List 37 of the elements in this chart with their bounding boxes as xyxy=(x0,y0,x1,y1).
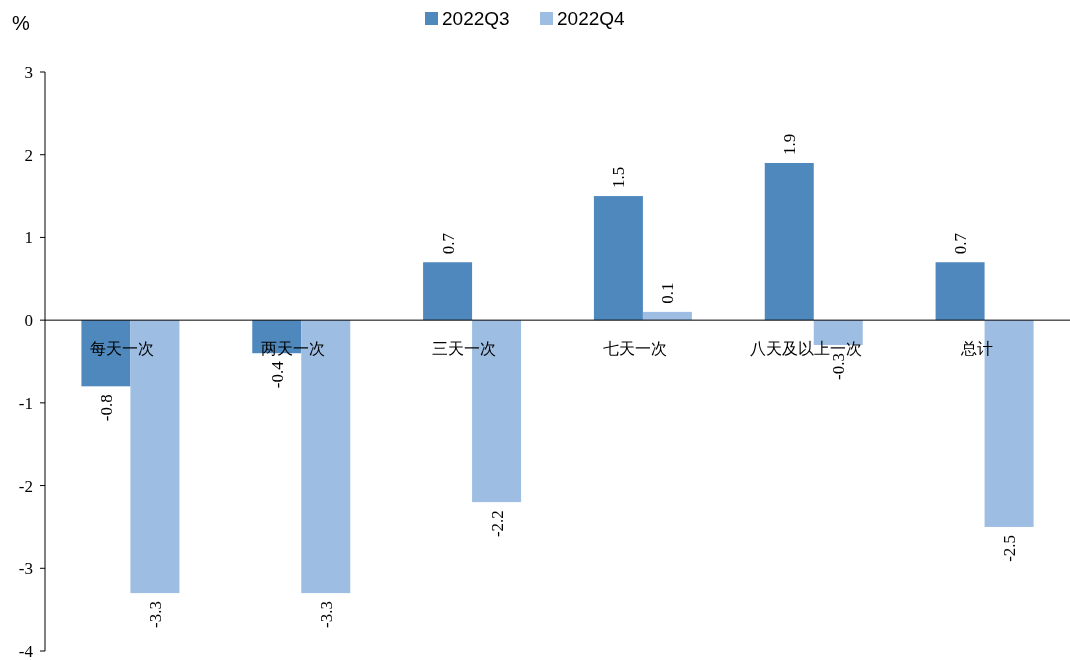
bar xyxy=(593,196,643,321)
y-tick-label: -3 xyxy=(18,559,33,579)
legend-item: 2022Q4 xyxy=(540,8,625,29)
data-label: -2.2 xyxy=(487,510,507,538)
y-tick-label: 0 xyxy=(24,311,33,331)
y-tick-label: 1 xyxy=(24,228,33,248)
bar xyxy=(130,320,180,594)
legend-label: 2022Q3 xyxy=(442,8,510,29)
data-label: 0.1 xyxy=(658,282,678,304)
bar xyxy=(423,262,473,321)
x-tick-label: 七天一次 xyxy=(602,340,667,358)
x-tick-label: 每天一次 xyxy=(90,340,155,358)
legend-label: 2022Q4 xyxy=(557,8,626,29)
data-label: 0.7 xyxy=(438,232,458,255)
y-tick-label: 2 xyxy=(24,145,33,165)
x-tick-label: 三天一次 xyxy=(432,340,497,358)
y-tick-label: 3 xyxy=(24,63,33,82)
data-label: 1.5 xyxy=(609,166,629,189)
y-tick-label: -4 xyxy=(18,642,34,660)
x-tick-label: 总计 xyxy=(959,340,993,358)
data-label: -2.5 xyxy=(1000,534,1020,562)
bar xyxy=(301,320,351,594)
bar xyxy=(472,320,522,503)
legend-item: 2022Q3 xyxy=(425,8,510,29)
data-label: 1.9 xyxy=(780,133,800,155)
x-tick-label: 两天一次 xyxy=(261,340,326,358)
bar xyxy=(764,162,814,321)
bar xyxy=(935,262,985,321)
data-label: -3.3 xyxy=(316,601,336,629)
y-tick-label: -1 xyxy=(18,393,33,413)
y-tick-label: -2 xyxy=(18,476,33,496)
data-label: -0.8 xyxy=(96,394,116,422)
y-axis-title: % xyxy=(12,12,30,34)
data-label: 0.7 xyxy=(951,232,971,255)
bar xyxy=(81,320,131,387)
data-label: -0.4 xyxy=(267,360,287,389)
data-label: -3.3 xyxy=(145,601,165,629)
